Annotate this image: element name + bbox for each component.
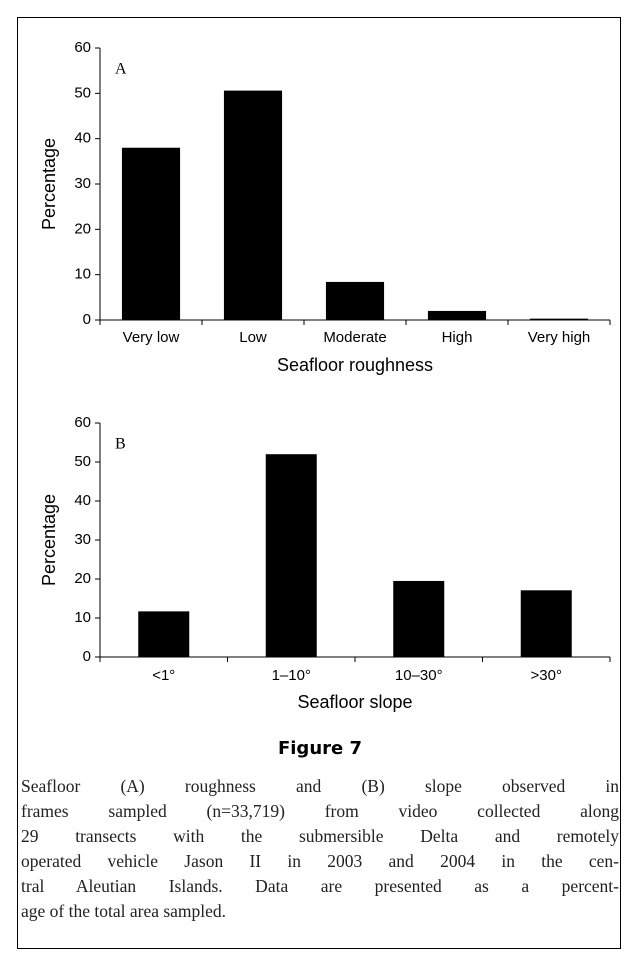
y-tick-label: 30 — [74, 531, 91, 548]
caption-line: 29 transects with the submersible Delta … — [21, 826, 619, 846]
caption-line: tral Aleutian Islands. Data are presente… — [21, 876, 619, 896]
caption: Seafloor (A) roughness and (B) slope obs… — [21, 774, 619, 924]
bar — [223, 90, 283, 320]
bar — [265, 454, 317, 657]
x-axis-title: Seafloor slope — [297, 692, 412, 712]
bar — [427, 310, 487, 320]
x-tick-label: <1° — [152, 667, 175, 684]
y-tick-label: 60 — [74, 414, 91, 431]
x-tick-label: 10–30° — [395, 667, 443, 684]
caption-line: operated vehicle Jason II in 2003 and 20… — [21, 851, 619, 871]
y-tick-label: 10 — [74, 609, 91, 626]
figure-frame — [17, 17, 621, 949]
y-tick-label: 0 — [83, 311, 91, 328]
charts: 0 10 20 30 40 50 60 A Seafloor roughness Percenta… — [39, 39, 611, 712]
y-tick-label: 0 — [83, 648, 91, 665]
bar — [325, 281, 385, 320]
y-tick-label: 30 — [74, 175, 91, 192]
caption-line: Seafloor (A) roughness and (B) slope obs… — [21, 776, 619, 796]
y-tick-label: 50 — [74, 84, 91, 101]
x-tick-label: Low — [239, 329, 267, 346]
x-tick-label: >30° — [531, 667, 562, 684]
x-tick-label: Very high — [528, 329, 591, 346]
bar — [393, 580, 445, 657]
y-tick-label: 40 — [74, 492, 91, 509]
x-tick-label: High — [442, 329, 473, 346]
bar — [121, 147, 181, 320]
x-tick-label: Very low — [123, 329, 180, 346]
bar — [520, 590, 572, 657]
y-tick-label: 10 — [74, 266, 91, 283]
bar — [138, 611, 190, 657]
y-tick-label: 50 — [74, 453, 91, 470]
x-axis-title: Seafloor roughness — [277, 355, 433, 375]
y-axis-title: Percentage — [39, 138, 59, 230]
bar — [529, 318, 589, 320]
figure-title: Figure 7 — [277, 738, 363, 759]
y-tick-label: 20 — [74, 570, 91, 587]
x-tick-label: 1–10° — [272, 667, 311, 684]
y-tick-label: 40 — [74, 130, 91, 147]
x-tick-label: Moderate — [323, 329, 386, 346]
y-tick-label: 20 — [74, 220, 91, 237]
caption-line: age of the total area sampled. — [21, 901, 227, 921]
y-tick-label: 60 — [74, 39, 91, 56]
panel-label: A — [115, 61, 127, 78]
panel-label: B — [115, 436, 126, 453]
y-axis-title: Percentage — [39, 494, 59, 586]
caption-line: frames sampled (n=33,719) from video col… — [21, 801, 619, 821]
